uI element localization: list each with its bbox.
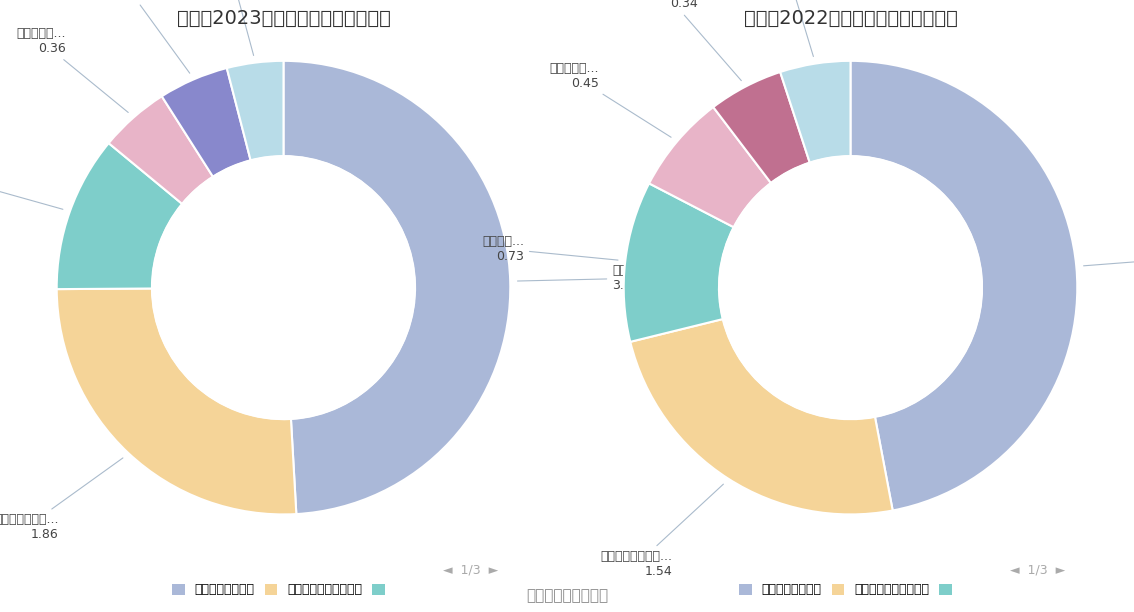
Text: ◄  1/3  ►: ◄ 1/3 ► bbox=[443, 564, 498, 577]
Text: 数据来源：恒生聚源: 数据来源：恒生聚源 bbox=[526, 588, 608, 603]
Text: 临床试验现场管...
1.86: 临床试验现场管... 1.86 bbox=[0, 458, 122, 542]
Wedge shape bbox=[850, 61, 1077, 510]
Text: 临床试验咨询服务
0.34: 临床试验咨询服务 0.34 bbox=[638, 0, 742, 81]
Text: 生物样本检...
0.36: 生物样本检... 0.36 bbox=[16, 27, 128, 113]
Wedge shape bbox=[631, 319, 892, 515]
Legend: 临床试验运营服务, 临床试验现场管理服务, : 临床试验运营服务, 临床试验现场管理服务, bbox=[172, 583, 395, 597]
Wedge shape bbox=[57, 143, 183, 289]
Wedge shape bbox=[713, 72, 810, 183]
Text: 数据管理与...
0.8: 数据管理与... 0.8 bbox=[0, 163, 62, 209]
Wedge shape bbox=[284, 61, 510, 514]
Circle shape bbox=[152, 156, 415, 419]
Text: 临床药理学服务
0.36: 临床药理学服务 0.36 bbox=[100, 0, 189, 73]
Wedge shape bbox=[227, 61, 284, 160]
Title: 诺思格2023年营业收入构成（亿元）: 诺思格2023年营业收入构成（亿元） bbox=[177, 9, 390, 28]
Wedge shape bbox=[109, 96, 213, 204]
Text: 临床试验...
3.54: 临床试验... 3.54 bbox=[517, 264, 654, 293]
Text: ◄  1/3  ►: ◄ 1/3 ► bbox=[1010, 564, 1065, 577]
Wedge shape bbox=[649, 107, 771, 227]
Text: 生物样本检...
0.45: 生物样本检... 0.45 bbox=[549, 62, 671, 137]
Text: 临床试验现场管理...
1.54: 临床试验现场管理... 1.54 bbox=[601, 484, 723, 578]
Text: 数据管理...
0.73: 数据管理... 0.73 bbox=[482, 235, 618, 263]
Wedge shape bbox=[162, 68, 251, 177]
Text: 临床试验...
3.0: 临床试验... 3.0 bbox=[1084, 243, 1134, 271]
Legend: 临床试验运营服务, 临床试验现场管理服务, : 临床试验运营服务, 临床试验现场管理服务, bbox=[739, 583, 962, 597]
Text: 其他
0.32: 其他 0.32 bbox=[771, 0, 813, 56]
Text: 其他
0.29: 其他 0.29 bbox=[214, 0, 254, 56]
Wedge shape bbox=[780, 61, 850, 163]
Wedge shape bbox=[624, 184, 734, 342]
Wedge shape bbox=[57, 288, 296, 515]
Title: 诺思格2022年营业收入构成（亿元）: 诺思格2022年营业收入构成（亿元） bbox=[744, 9, 957, 28]
Circle shape bbox=[719, 156, 982, 419]
